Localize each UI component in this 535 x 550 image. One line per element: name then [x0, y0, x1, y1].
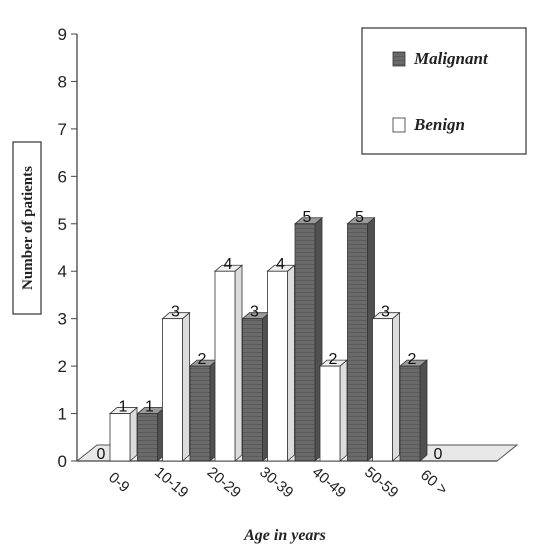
legend-label-benign: Benign	[413, 115, 465, 134]
bar-malignant	[136, 406, 166, 462]
value-label-benign: 4	[276, 256, 285, 273]
bar-front	[294, 223, 316, 462]
bar-benign	[266, 264, 296, 462]
x-tick-label: 60 >	[417, 467, 451, 499]
x-tick-label: 50-59	[361, 464, 401, 502]
value-label-benign: 3	[171, 304, 180, 321]
bar-benign	[318, 359, 349, 462]
value-label-benign: 1	[119, 399, 128, 416]
bar-malignant	[293, 216, 324, 462]
bars: 0 1 1 3 2 4 3 4 5 2 5 3 2 0	[97, 209, 443, 463]
x-tick-label: 20-29	[204, 464, 244, 502]
bar-front	[319, 365, 341, 462]
y-tick-label: 5	[58, 215, 67, 234]
x-axis-ticks: 0-9 10-19 20-29 30-39 40-49 50-59 60 >	[105, 464, 451, 502]
bar-malignant	[346, 216, 376, 462]
x-tick-label: 0-9	[105, 469, 133, 496]
bar-side	[419, 359, 428, 462]
bar-side	[287, 264, 295, 462]
x-tick-label: 40-49	[309, 464, 349, 502]
legend-label-malignant: Malignant	[413, 49, 489, 68]
bar-front	[162, 318, 183, 462]
y-tick-label: 3	[58, 310, 67, 329]
y-axis-title: Number of patients	[12, 141, 42, 315]
bar-benign	[161, 311, 191, 462]
bar-benign	[108, 406, 139, 462]
y-tick-label: 2	[58, 357, 67, 376]
value-label-benign: 4	[224, 256, 233, 273]
bar-side	[182, 311, 190, 462]
bar-front	[242, 318, 263, 462]
bar-front	[189, 365, 211, 462]
bar-front	[347, 223, 368, 462]
y-axis-label: Number of patients	[20, 166, 36, 290]
bar-benign	[213, 264, 244, 462]
bar-front	[214, 270, 236, 462]
x-tick-label: 10-19	[151, 464, 191, 502]
legend-swatch-malignant	[392, 51, 406, 67]
value-label-malignant: 1	[145, 399, 154, 416]
value-label-malignant: 2	[198, 351, 207, 368]
value-label-malignant: 3	[250, 304, 259, 321]
y-tick-label: 4	[58, 262, 67, 281]
y-tick-label: 6	[58, 167, 67, 186]
bar-malignant	[188, 359, 219, 462]
value-label-benign: 0	[434, 446, 443, 463]
y-tick-label: 9	[58, 25, 67, 44]
bar-side	[234, 264, 243, 462]
y-axis-ticks: 0 1 2 3 4 5 6 7 8 9	[58, 25, 77, 471]
legend-swatch-benign	[392, 117, 406, 133]
y-tick-label: 8	[58, 72, 67, 91]
bar-front	[137, 413, 158, 462]
value-label-benign: 3	[381, 304, 390, 321]
bar-front	[109, 413, 131, 462]
x-tick-label: 30-39	[256, 464, 296, 502]
value-label-benign: 2	[329, 351, 338, 368]
legend: Malignant Benign	[361, 27, 527, 155]
x-axis-label: Age in years	[243, 527, 326, 544]
value-label-malignant: 5	[355, 209, 364, 226]
bar-front	[372, 318, 393, 462]
bar-side	[129, 406, 138, 462]
value-label-malignant: 0	[97, 446, 106, 463]
bar-side	[392, 311, 400, 462]
bar-malignant	[241, 311, 271, 462]
y-tick-label: 7	[58, 120, 67, 139]
bar-side	[339, 359, 348, 462]
bar-malignant	[398, 359, 429, 462]
value-label-malignant: 2	[408, 351, 417, 368]
y-tick-label: 0	[58, 452, 67, 471]
value-label-malignant: 5	[303, 209, 312, 226]
bar-front	[267, 270, 288, 462]
y-tick-label: 1	[58, 405, 67, 424]
bar-benign	[371, 311, 401, 462]
legend-box	[361, 27, 527, 155]
bar-front	[399, 365, 421, 462]
